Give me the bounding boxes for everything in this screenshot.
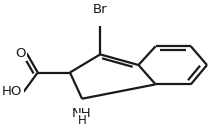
Text: Br: Br [93, 3, 107, 16]
Text: HO: HO [2, 85, 23, 98]
Text: NH: NH [72, 107, 92, 120]
Text: H: H [78, 114, 86, 127]
Text: O: O [15, 47, 26, 60]
